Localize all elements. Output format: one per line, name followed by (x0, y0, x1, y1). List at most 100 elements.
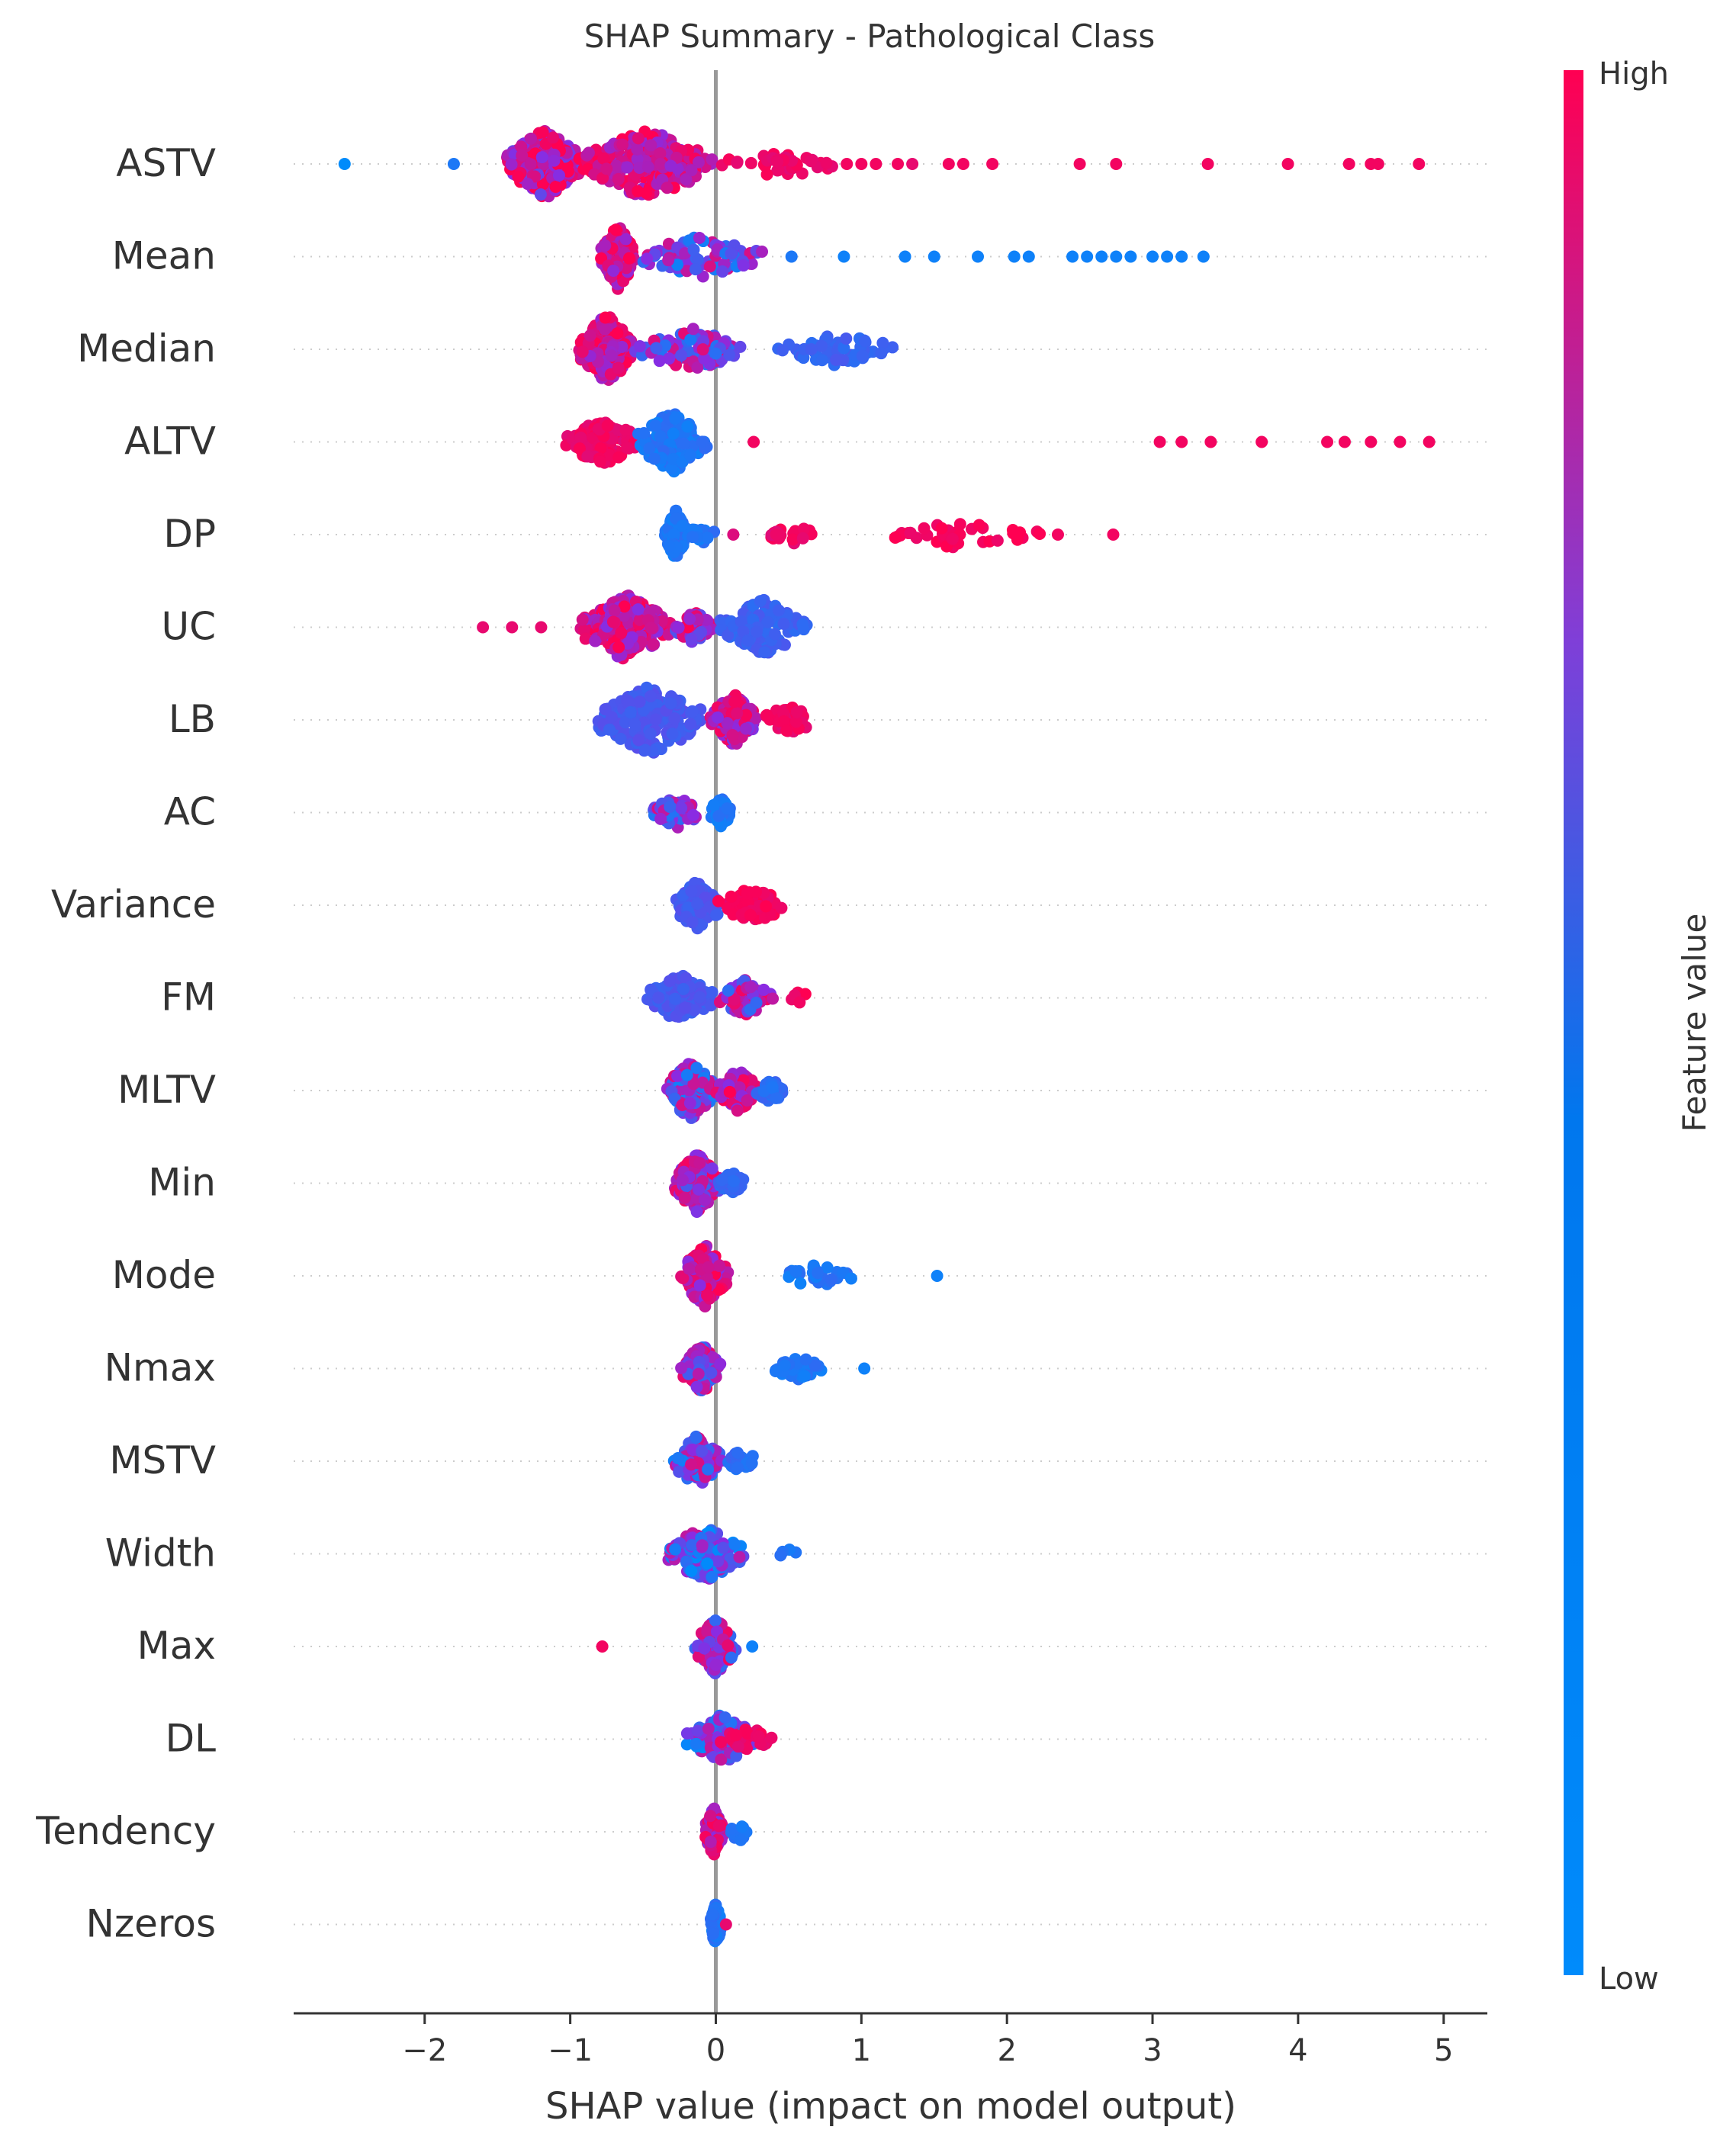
data-point (731, 1104, 744, 1117)
data-point (599, 239, 612, 252)
data-point (692, 1367, 705, 1380)
data-point (725, 890, 738, 903)
chart-title: SHAP Summary - Pathological Class (584, 18, 1155, 55)
data-point (690, 1431, 702, 1444)
data-point (684, 333, 697, 346)
data-point (515, 140, 528, 153)
colorbar-low-label: Low (1599, 1961, 1659, 1997)
feature-label: FM (161, 975, 216, 1020)
data-point (709, 347, 722, 360)
data-point (653, 355, 666, 368)
data-point (820, 156, 833, 169)
feature-row-median (573, 311, 899, 386)
data-point (1338, 435, 1351, 448)
data-point (505, 158, 518, 171)
data-point (721, 717, 734, 730)
x-tick-label: 0 (706, 2033, 725, 2068)
data-point (690, 1737, 702, 1750)
data-point (703, 260, 716, 273)
data-point (1006, 523, 1019, 536)
data-point (972, 250, 985, 263)
data-point (641, 252, 654, 265)
colorbar-high-label: High (1599, 56, 1669, 92)
data-point (702, 1463, 715, 1476)
data-point (603, 448, 616, 461)
data-point (524, 158, 537, 171)
data-point (709, 908, 722, 921)
data-point (728, 993, 741, 1006)
data-point (1034, 528, 1046, 541)
data-point (649, 419, 662, 432)
data-point (675, 349, 688, 361)
data-point (706, 1908, 719, 1921)
x-tick-label: 2 (997, 2033, 1016, 2068)
data-point (704, 1810, 717, 1823)
feature-row-mean (595, 222, 1210, 295)
data-point (756, 246, 769, 259)
data-point (686, 916, 699, 929)
data-point (1153, 435, 1166, 448)
data-point (1066, 250, 1079, 263)
data-point (690, 1205, 703, 1218)
data-point (1175, 250, 1188, 263)
data-point (685, 164, 698, 177)
data-point (789, 1264, 802, 1277)
data-point (858, 335, 871, 348)
x-tick-label: 5 (1434, 2033, 1453, 2068)
data-point (649, 713, 662, 726)
feature-label: MLTV (117, 1068, 216, 1112)
data-point (1413, 158, 1426, 170)
data-point (693, 1156, 706, 1169)
data-point (821, 1261, 834, 1274)
data-point (711, 711, 724, 724)
data-point (616, 340, 628, 353)
data-point (712, 1555, 725, 1568)
data-point (600, 162, 613, 175)
data-point (576, 613, 589, 626)
data-point (654, 812, 667, 825)
data-point (609, 223, 622, 236)
data-point (692, 156, 705, 169)
data-point (760, 708, 773, 721)
data-point (561, 165, 574, 178)
data-point (731, 1740, 744, 1753)
data-point (809, 1359, 821, 1372)
feature-row-lb (592, 681, 812, 759)
data-point (904, 526, 917, 539)
feature-label: ALTV (124, 419, 216, 464)
feature-label: ASTV (116, 141, 216, 185)
feature-row-fm (641, 969, 812, 1023)
data-point (552, 169, 565, 182)
data-point (678, 1191, 691, 1204)
data-point (775, 901, 788, 914)
data-point (673, 1465, 686, 1478)
data-point (722, 1639, 735, 1652)
data-point (638, 426, 651, 439)
feature-label: MSTV (109, 1438, 216, 1483)
data-point (745, 1457, 758, 1470)
data-point (805, 155, 818, 168)
data-points (338, 125, 1435, 1948)
feature-label: Variance (51, 882, 216, 927)
data-point (631, 143, 644, 156)
data-point (707, 798, 720, 811)
data-point (663, 352, 676, 365)
data-point (686, 705, 699, 718)
data-point (596, 172, 609, 185)
feature-label: DP (163, 512, 216, 556)
data-point (684, 718, 697, 731)
data-point (731, 1447, 744, 1460)
data-point (733, 1550, 746, 1563)
data-point (599, 323, 612, 336)
data-point (621, 442, 634, 455)
data-point (746, 1640, 759, 1653)
feature-label: AC (164, 790, 216, 834)
data-point (728, 696, 741, 708)
data-point (774, 1549, 787, 1562)
data-point (778, 638, 791, 651)
data-point (679, 1001, 692, 1014)
data-point (790, 705, 803, 718)
data-point (685, 1458, 698, 1471)
data-point (687, 1078, 700, 1091)
data-point (669, 1543, 682, 1556)
